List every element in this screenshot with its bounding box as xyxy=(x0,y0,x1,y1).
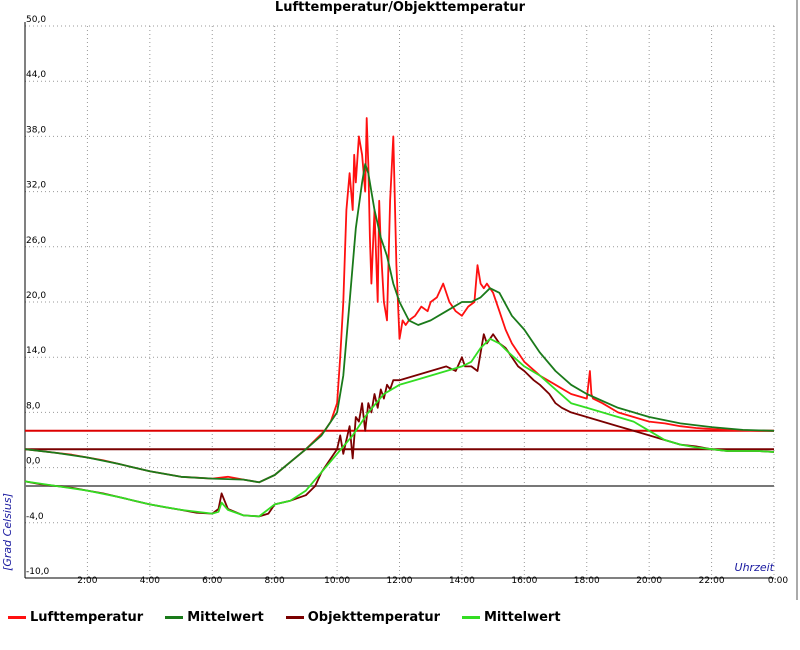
x-tick-label: 10:00 xyxy=(324,576,350,586)
x-tick-label: 18:00 xyxy=(574,576,600,586)
series-layer xyxy=(24,117,775,518)
legend-item-2: Mittelwert xyxy=(165,609,264,625)
x-tick-label: 20:00 xyxy=(636,576,662,586)
y-tick-label: 26,0 xyxy=(26,236,46,246)
y-tick-label: 20,0 xyxy=(26,291,46,301)
legend-item-1: Lufttemperatur xyxy=(8,609,143,625)
legend-label: Lufttemperatur xyxy=(30,609,144,625)
legend-swatch xyxy=(165,615,184,619)
x-tick-label: 8:00 xyxy=(265,576,285,586)
series-line-2 xyxy=(24,163,775,484)
y-tick-label: -10,0 xyxy=(26,567,50,577)
y-tick-label: 50,0 xyxy=(26,15,46,25)
legend-swatch xyxy=(8,615,26,619)
legend-swatch xyxy=(285,615,304,619)
legend-label: Mittelwert xyxy=(187,609,264,625)
legend: Lufttemperatur Mittelwert Objekttemperatur… xyxy=(8,609,583,625)
series-line-4 xyxy=(24,337,775,518)
x-tick-label: 0:00 xyxy=(768,576,788,586)
series-line-3 xyxy=(24,333,775,518)
x-tick-label: 2:00 xyxy=(77,576,97,586)
x-tick-label: 12:00 xyxy=(387,576,413,586)
axes xyxy=(24,0,798,600)
legend-label: Objekttemperatur xyxy=(307,609,440,625)
legend-item-3: Objekttemperatur xyxy=(285,609,440,625)
x-tick-label: 22:00 xyxy=(699,576,725,586)
x-tick-label: 6:00 xyxy=(202,576,222,586)
chart-title: Lufttemperatur/Objekttemperatur xyxy=(274,0,526,15)
legend-item-4: Mittelwert xyxy=(462,609,561,625)
legend-label: Mittelwert xyxy=(484,609,561,625)
y-tick-label: 14,0 xyxy=(26,346,46,356)
x-tick-label: 4:00 xyxy=(140,576,160,586)
y-tick-label: 44,0 xyxy=(26,70,46,80)
x-tick-label: 16:00 xyxy=(511,576,537,586)
y-tick-label: 8,0 xyxy=(26,401,41,411)
y-tick-label: 32,0 xyxy=(26,181,46,191)
tick-labels: -10,0 -4,0 0,0 8,0 14,0 20,0 26,0 32,0 38,0 44,0 5… xyxy=(26,15,788,586)
y-tick-label: 38,0 xyxy=(26,125,46,135)
x-axis-label: Uhrzeit xyxy=(735,561,775,574)
legend-swatch xyxy=(462,615,480,619)
x-tick-label: 14:00 xyxy=(449,576,475,586)
y-tick-label: 0,0 xyxy=(26,457,41,467)
y-tick-label: -4,0 xyxy=(26,512,44,522)
y-axis-label: [Grad Celsius] xyxy=(1,493,14,571)
